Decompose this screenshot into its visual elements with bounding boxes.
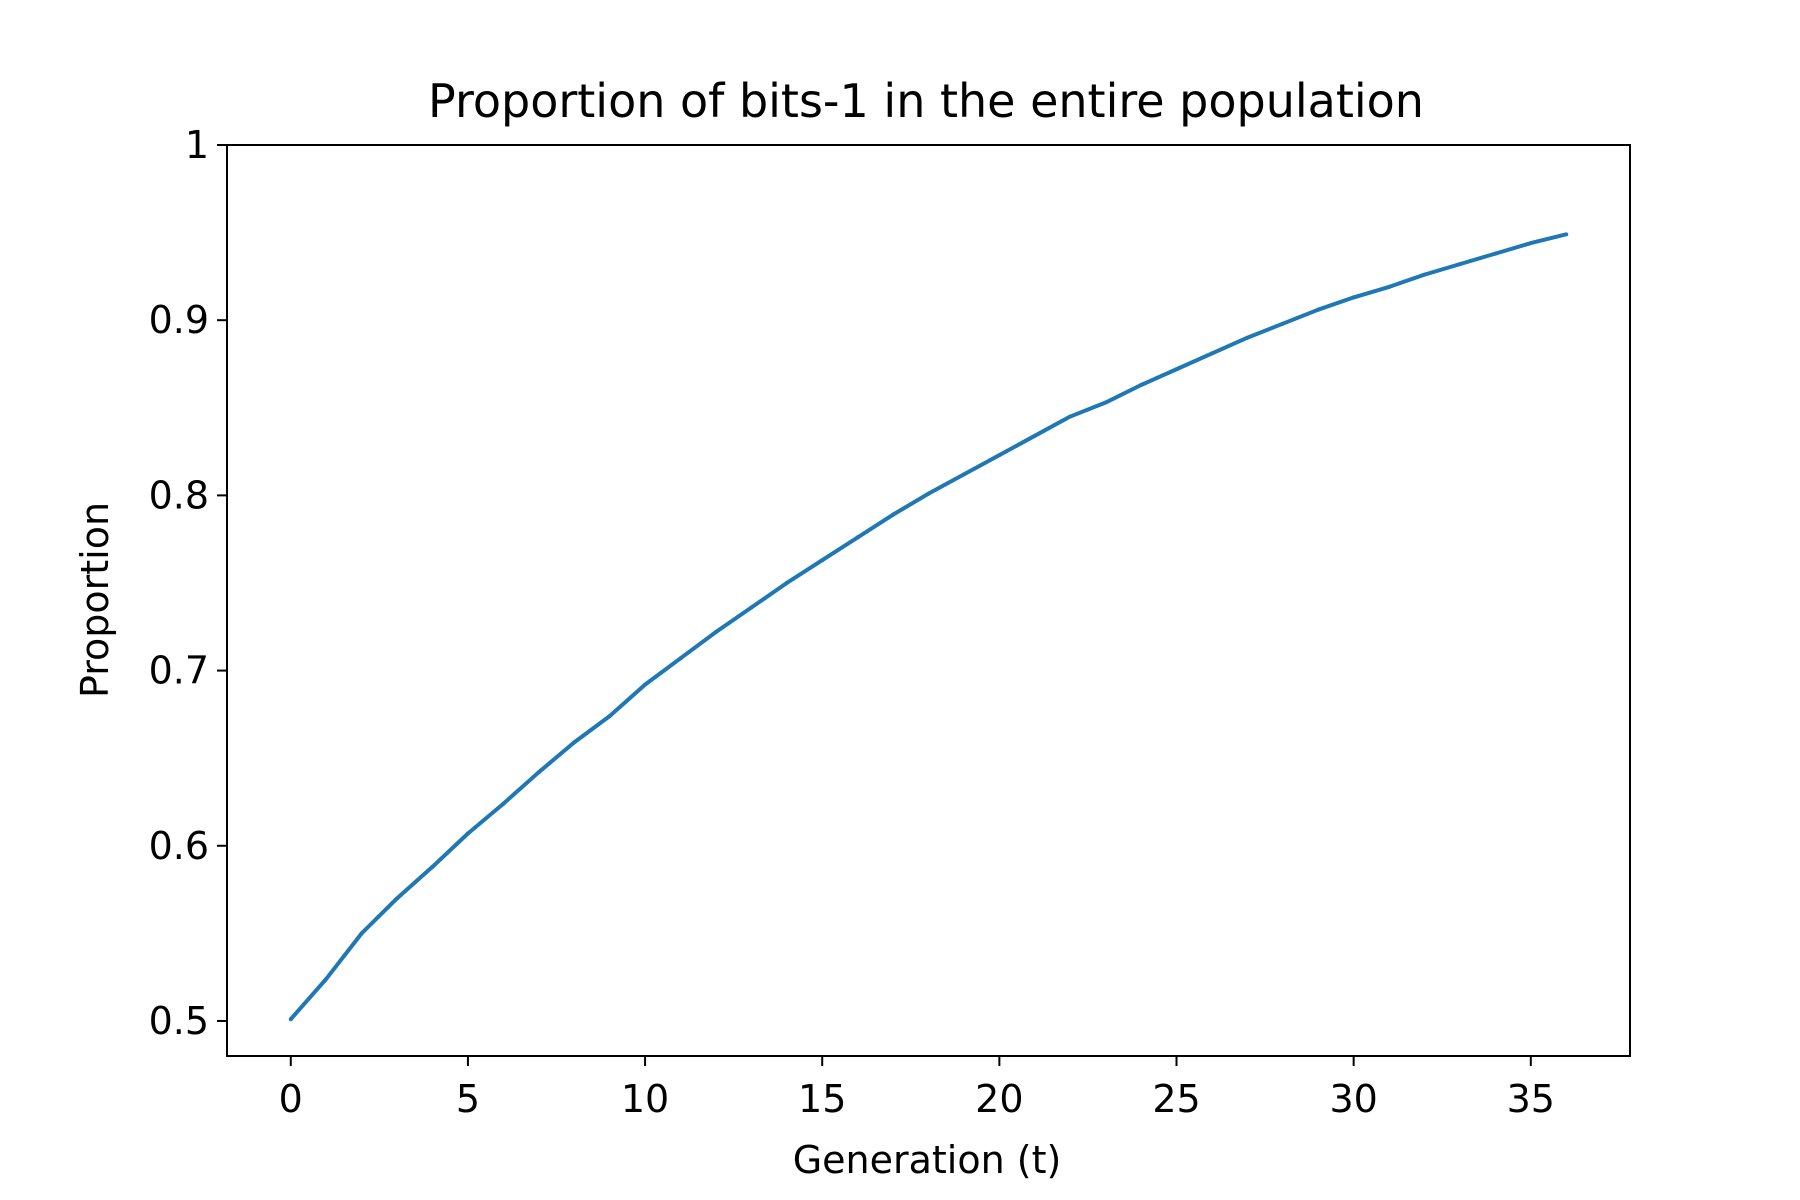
data-point (536, 770, 541, 775)
data-point (1139, 383, 1144, 388)
x-tick-label: 15 (798, 1077, 846, 1121)
data-point (1245, 335, 1250, 340)
data-point (359, 931, 364, 936)
data-point (855, 535, 860, 540)
x-tick-label: 35 (1507, 1077, 1555, 1121)
x-axis-ticks: 0 5 10 15 20 25 30 35 (279, 1056, 1555, 1121)
data-point (1493, 251, 1498, 256)
data-point (784, 580, 789, 585)
data-point (1351, 295, 1356, 300)
data-point (465, 831, 470, 836)
y-tick-label: 1 (185, 123, 209, 167)
data-point (430, 864, 435, 869)
data-point (820, 558, 825, 563)
data-point (395, 896, 400, 901)
data-point (643, 682, 648, 687)
data-point (1457, 262, 1462, 267)
y-axis-ticks: 0.5 0.6 0.7 0.8 0.9 1 (149, 123, 227, 1043)
x-tick-label: 10 (621, 1077, 669, 1121)
data-point (501, 801, 506, 806)
data-point (1528, 241, 1533, 246)
data-point (678, 656, 683, 661)
data-point (1209, 351, 1214, 356)
y-tick-label: 0.9 (149, 298, 209, 342)
data-point (572, 740, 577, 745)
data-point (1032, 433, 1037, 438)
data-point (926, 491, 931, 496)
data-point (1564, 232, 1569, 237)
data-point (749, 605, 754, 610)
data-point (1068, 414, 1073, 419)
y-tick-label: 0.5 (149, 999, 209, 1043)
series-layer (288, 232, 1569, 1022)
data-point (324, 976, 329, 981)
data-point (713, 630, 718, 635)
data-point (891, 512, 896, 517)
x-tick-label: 30 (1329, 1077, 1377, 1121)
y-tick-label: 0.8 (149, 473, 209, 517)
y-tick-label: 0.6 (149, 824, 209, 868)
plot-frame (226, 144, 1631, 1057)
x-tick-label: 25 (1152, 1077, 1200, 1121)
data-point (1316, 307, 1321, 312)
y-tick-label: 0.7 (149, 649, 209, 693)
chart-title: Proportion of bits-1 in the entire popul… (428, 74, 1424, 128)
data-point (288, 1017, 293, 1022)
x-tick-label: 5 (456, 1077, 480, 1121)
x-tick-label: 0 (279, 1077, 303, 1121)
data-point (1422, 272, 1427, 277)
data-point (1280, 321, 1285, 326)
x-axis-label: Generation (t) (793, 1138, 1062, 1182)
y-axis-label: Proportion (73, 502, 117, 698)
data-point (607, 714, 612, 719)
x-tick-label: 20 (975, 1077, 1023, 1121)
data-point (1103, 400, 1108, 405)
data-point (1174, 367, 1179, 372)
data-point (1387, 284, 1392, 289)
data-point (997, 453, 1002, 458)
data-point (961, 472, 966, 477)
